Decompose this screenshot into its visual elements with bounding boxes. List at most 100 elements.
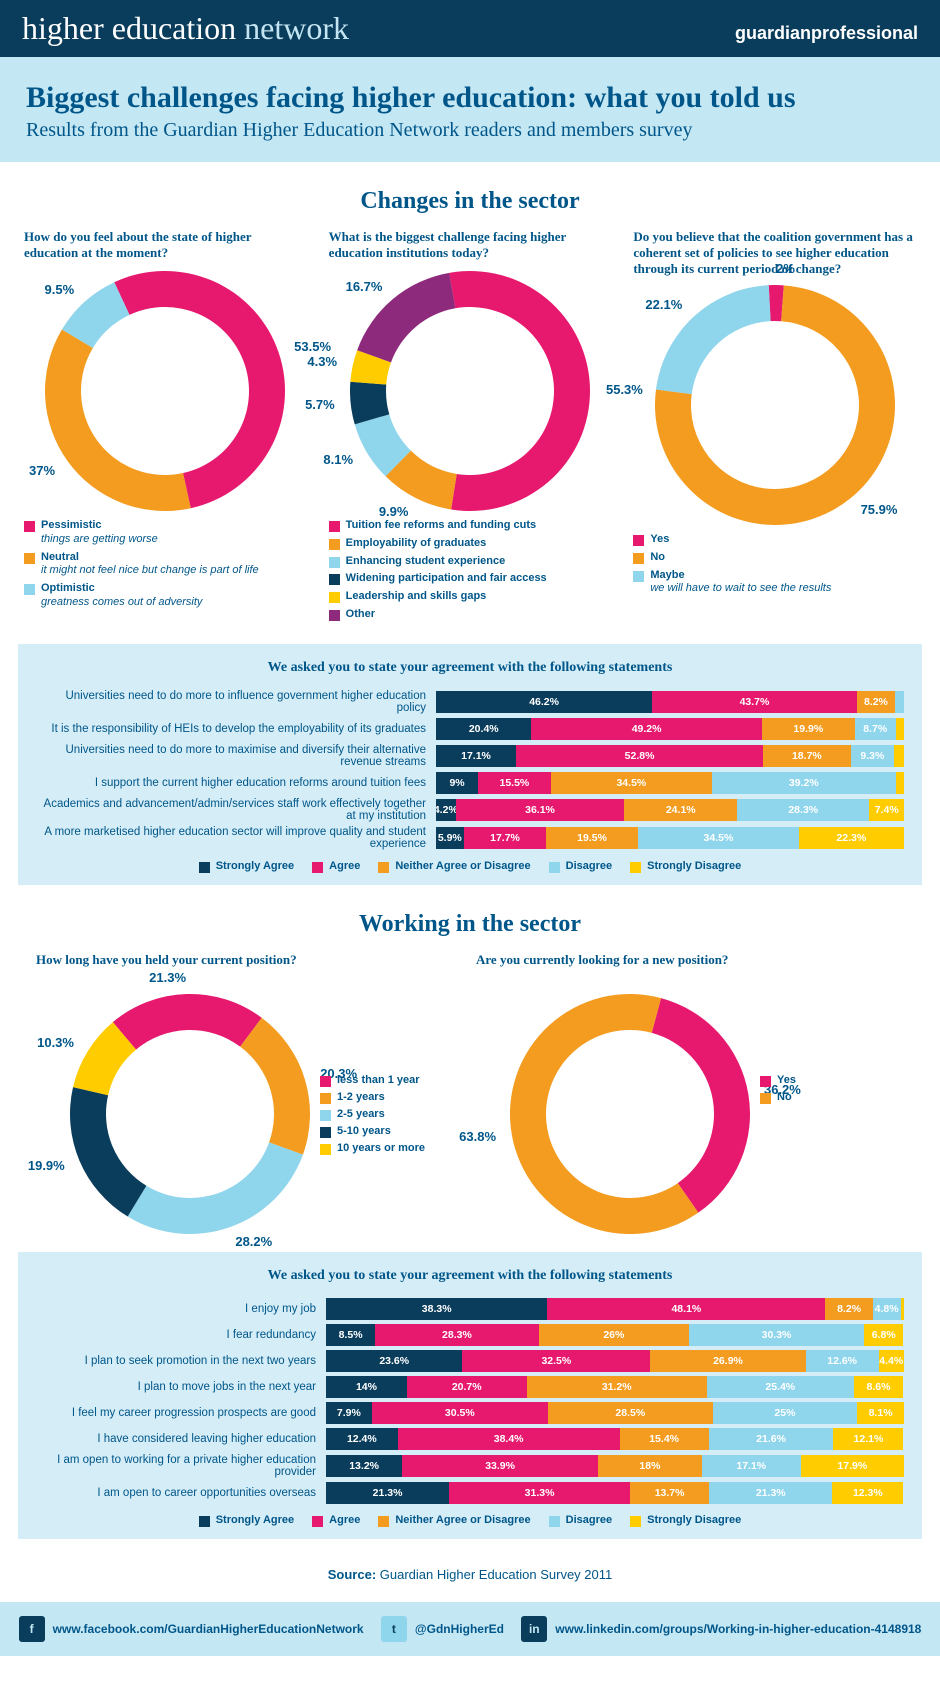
- stacked-bar: 8.5%28.3%26%30.3%6.8%: [326, 1324, 904, 1346]
- brand: higher education network: [22, 10, 349, 47]
- bar-segment: 13.2%: [326, 1455, 402, 1477]
- legend-name: Agree: [329, 1514, 360, 1526]
- legend-name: Optimistic: [41, 582, 202, 596]
- legend-item: Optimisticgreatness comes out of adversi…: [24, 582, 307, 610]
- bar-segment: 43.7%: [652, 691, 857, 713]
- legend-item: Enhancing student experience: [329, 555, 612, 569]
- bar-segment: 12.4%: [326, 1428, 398, 1450]
- footer-fb-text: www.facebook.com/GuardianHigherEducation…: [53, 1622, 364, 1636]
- legend-name: Leadership and skills gaps: [346, 590, 487, 604]
- bar-segment: 24.1%: [624, 799, 737, 821]
- stacked-row: Universities need to do more to maximise…: [36, 744, 904, 768]
- stacked-row-label: Academics and advancement/admin/services…: [36, 798, 436, 822]
- legend-swatch: [378, 862, 389, 873]
- bar-segment: 38.4%: [398, 1428, 620, 1450]
- bar-segment: 7.9%: [326, 1402, 372, 1424]
- donut-slice-label: 19.9%: [28, 1158, 65, 1173]
- bar-segment: [896, 718, 904, 740]
- bar-segment: 49.2%: [531, 718, 761, 740]
- stacked-row-label: I have considered leaving higher educati…: [36, 1433, 326, 1445]
- section-changes: Changes in the sector How do you feel ab…: [0, 188, 940, 885]
- legend-swatch: [312, 862, 323, 873]
- stacked-chart-1: We asked you to state your agreement wit…: [18, 644, 922, 885]
- bar-segment: 8.5%: [326, 1324, 375, 1346]
- legend-item: Strongly Agree: [199, 1514, 294, 1527]
- legend-name: No: [777, 1091, 792, 1103]
- bar-segment: 13.7%: [630, 1482, 709, 1504]
- stacked-row-label: I feel my career progression prospects a…: [36, 1407, 326, 1419]
- stacked-row: Academics and advancement/admin/services…: [36, 798, 904, 822]
- legend-item: 5-10 years: [320, 1125, 425, 1138]
- legend-name: Widening participation and fair access: [346, 572, 547, 586]
- stacked-bar: 23.6%32.5%26.9%12.6%4.4%: [326, 1350, 904, 1372]
- legend-swatch: [630, 1516, 641, 1527]
- bar-segment: 12.1%: [833, 1428, 903, 1450]
- stacked-bar: 20.4%49.2%19.9%8.7%: [436, 718, 904, 740]
- bar-segment: 12.3%: [832, 1482, 903, 1504]
- stacked-row-label: I enjoy my job: [36, 1303, 326, 1315]
- bar-segment: 8.7%: [855, 718, 896, 740]
- donut-slice-label: 63.8%: [459, 1129, 496, 1144]
- stacked-legend: Strongly AgreeAgreeNeither Agree or Disa…: [36, 1514, 904, 1527]
- bar-segment: 15.5%: [478, 772, 551, 794]
- legend-swatch: [320, 1127, 331, 1138]
- legend-name: Strongly Agree: [216, 860, 294, 872]
- legend-name: Strongly Agree: [216, 1514, 294, 1526]
- legend-name: No: [650, 551, 665, 565]
- legend-name: Yes: [650, 533, 669, 547]
- legend-item: 10 years or more: [320, 1142, 425, 1155]
- stacked-bar: 9%15.5%34.5%39.2%: [436, 772, 904, 794]
- legend-swatch: [329, 574, 340, 585]
- donut-panel: Are you currently looking for a new posi…: [470, 952, 910, 1234]
- legend-item: No: [633, 551, 916, 565]
- bar-segment: 4.2%: [436, 799, 456, 821]
- bar-segment: 19.5%: [546, 827, 637, 849]
- bar-segment: 18.7%: [763, 745, 851, 767]
- legend-name: Disagree: [566, 1514, 612, 1526]
- stacked-row: I am open to career opportunities overse…: [36, 1482, 904, 1504]
- footer-facebook[interactable]: f www.facebook.com/GuardianHigherEducati…: [19, 1616, 364, 1642]
- donut-question: Do you believe that the coalition govern…: [627, 229, 922, 285]
- donut-question: Are you currently looking for a new posi…: [470, 952, 910, 994]
- stacked-bar: 14%20.7%31.2%25.4%8.6%: [326, 1376, 904, 1398]
- legend-swatch: [329, 521, 340, 532]
- footer: f www.facebook.com/GuardianHigherEducati…: [0, 1602, 940, 1656]
- donut-slice-label: 21.3%: [149, 970, 186, 985]
- bar-segment: 12.6%: [806, 1350, 879, 1372]
- legend-item: Disagree: [549, 860, 612, 873]
- stacked-row-label: I fear redundancy: [36, 1329, 326, 1341]
- bar-segment: 8.2%: [857, 691, 895, 713]
- bar-segment: 9%: [436, 772, 478, 794]
- legend-item: Yes: [633, 533, 916, 547]
- legend-desc: greatness comes out of adversity: [41, 596, 202, 608]
- stacked-row-label: A more marketised higher education secto…: [36, 826, 436, 850]
- donut-panel: How long have you held your current posi…: [30, 952, 470, 1234]
- footer-linkedin[interactable]: in www.linkedin.com/groups/Working-in-hi…: [521, 1616, 921, 1642]
- donut-row-2: How long have you held your current posi…: [0, 952, 940, 1234]
- legend-item: Yes: [760, 1074, 796, 1087]
- linkedin-icon: in: [521, 1616, 547, 1642]
- stacked-bar: 38.3%48.1%8.2%4.8%: [326, 1298, 904, 1320]
- legend-swatch: [312, 1516, 323, 1527]
- bar-segment: 8.2%: [825, 1298, 872, 1320]
- footer-twitter[interactable]: t @GdnHigherEd: [381, 1616, 504, 1642]
- bar-segment: 17.1%: [702, 1455, 801, 1477]
- stacked-row-label: I plan to seek promotion in the next two…: [36, 1355, 326, 1367]
- donut-legend: Pessimisticthings are getting worseNeutr…: [18, 511, 313, 610]
- side-legend: Yes No: [760, 1074, 796, 1108]
- stacked-row-label: I plan to move jobs in the next year: [36, 1381, 326, 1393]
- footer-tw-text: @GdnHigherEd: [415, 1622, 504, 1636]
- bar-segment: 4.4%: [879, 1350, 904, 1372]
- legend-name: Strongly Disagree: [647, 1514, 741, 1526]
- bar-segment: 25%: [713, 1402, 858, 1424]
- bar-segment: 8.6%: [854, 1376, 904, 1398]
- legend-item: 1-2 years: [320, 1091, 425, 1104]
- donut-chart: 21.3%20.3%28.2%19.9%10.3%less than 1 yea…: [70, 994, 430, 1234]
- footer-li-text: www.linkedin.com/groups/Working-in-highe…: [555, 1622, 921, 1636]
- stacked-row: I fear redundancy 8.5%28.3%26%30.3%6.8%: [36, 1324, 904, 1346]
- legend-swatch: [329, 539, 340, 550]
- bar-segment: 20.4%: [436, 718, 531, 740]
- donut-slice-label: 4.3%: [307, 354, 337, 369]
- stacked-title: We asked you to state your agreement wit…: [36, 1268, 904, 1284]
- bar-segment: 31.2%: [527, 1376, 707, 1398]
